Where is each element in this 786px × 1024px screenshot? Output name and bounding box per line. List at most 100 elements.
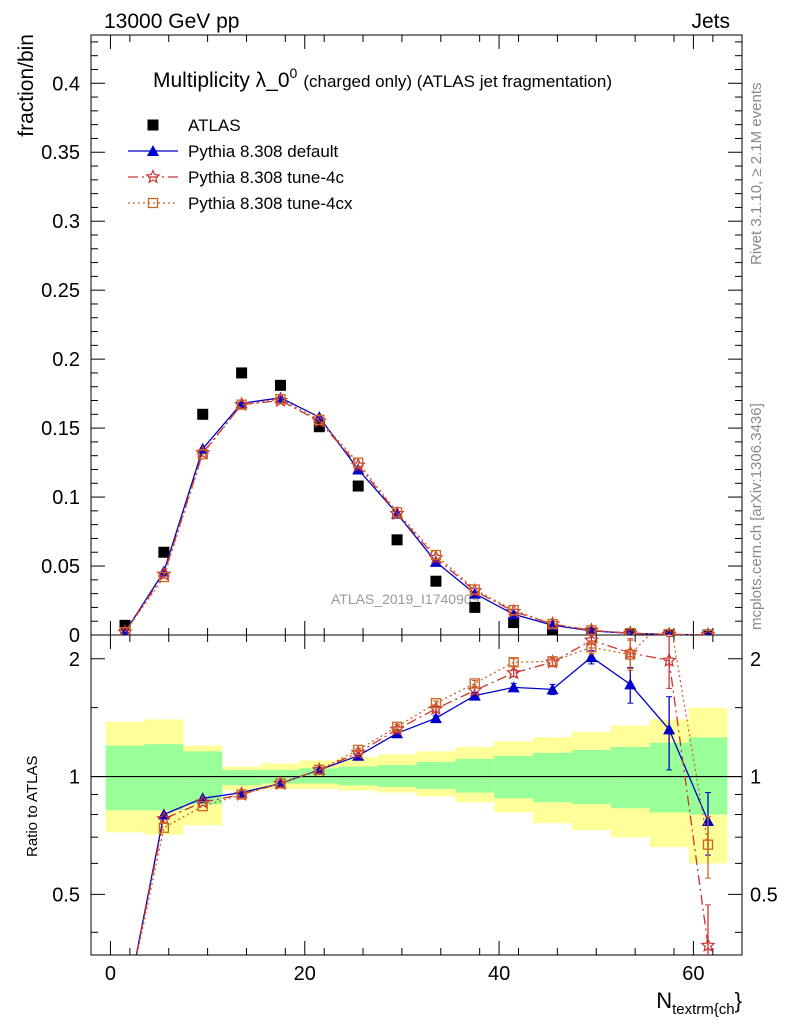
y-tick-label: 0.4 <box>52 73 80 95</box>
legend-marker <box>147 145 159 156</box>
mc-point <box>157 565 170 577</box>
data-point <box>158 546 170 558</box>
mc-point <box>702 629 714 635</box>
data-point <box>274 379 286 391</box>
ratio-point <box>586 642 597 653</box>
y-tick-label: 0.05 <box>41 556 80 578</box>
chart-title-main: Multiplicity λ_0 <box>153 69 290 92</box>
chart-title-rest: (charged only) (ATLAS jet fragmentation) <box>303 72 612 91</box>
ratio-point <box>353 744 364 756</box>
ratio-plot-frame <box>90 634 743 956</box>
ratio-tick-label-right: 0.5 <box>750 884 778 906</box>
x-tick-label: 0 <box>105 963 116 985</box>
ratio-point <box>314 764 325 776</box>
ratio-point <box>430 698 442 709</box>
data-point <box>469 601 481 613</box>
series-line-ratio <box>135 639 709 955</box>
legend-label: Pythia 8.308 tune-4cx <box>188 194 353 213</box>
mc-point <box>236 399 247 410</box>
ratio-point <box>197 801 208 812</box>
uncertainty-band-inner <box>533 752 572 803</box>
x-tick-label: 60 <box>682 963 704 985</box>
ratio-point <box>505 664 522 680</box>
legend: ATLAS Pythia 8.308 default Pythia 8.308 tu… <box>128 116 353 213</box>
ratio-y-axis-label: Ratio to ATLAS <box>24 756 41 857</box>
ratio-tick-label-right: 1 <box>750 767 761 789</box>
data-point <box>508 617 520 629</box>
ratio-point <box>585 651 598 663</box>
y-tick-label: 0.35 <box>41 142 80 164</box>
mc-point <box>625 628 636 635</box>
legend-marker <box>147 197 159 209</box>
mc-point <box>663 629 675 635</box>
mc-point <box>508 605 519 616</box>
y-axis-label: fraction/bin <box>15 34 38 137</box>
y-tick-label: 0.25 <box>41 280 80 302</box>
ratio-point <box>624 678 637 690</box>
ratio-point <box>625 649 636 660</box>
ratio-point <box>119 1006 131 1017</box>
ratio-point <box>663 723 676 735</box>
legend-label: ATLAS <box>188 116 241 135</box>
series-line-ratio <box>136 635 709 955</box>
ratio-point <box>121 1008 130 1017</box>
data-point <box>197 408 209 420</box>
ratio-point <box>429 712 442 724</box>
ratio-bands <box>91 707 742 864</box>
analysis-watermark: ATLAS_2019_I1740909 <box>331 591 480 607</box>
y-tick-label: 0.3 <box>52 211 80 233</box>
mc-point <box>275 393 286 405</box>
legend-label: Pythia 8.308 tune-4c <box>188 168 344 187</box>
ratio-tick-label-left: 1 <box>69 767 80 789</box>
ratio-point <box>158 822 170 833</box>
ratio-point <box>195 794 211 809</box>
ratio-point <box>469 678 480 689</box>
ratio-tick-label-right: 2 <box>750 649 761 671</box>
data-point <box>236 367 248 379</box>
ratio-point <box>700 937 716 953</box>
main-series <box>117 367 716 635</box>
ratio-series <box>119 635 716 1018</box>
ratio-point <box>275 778 286 789</box>
ratio-point <box>702 839 714 850</box>
mc-point <box>704 628 712 635</box>
series-line-main <box>124 397 709 635</box>
data-point <box>430 575 442 587</box>
y-tick-label: 0 <box>69 625 80 647</box>
uncertainty-band-inner <box>299 768 339 784</box>
ratio-point <box>236 789 247 800</box>
ratio-point <box>547 656 558 667</box>
mc-point <box>391 507 403 518</box>
legend-marker <box>145 168 161 184</box>
mc-point <box>353 457 364 468</box>
ratio-point <box>546 683 559 695</box>
uncertainty-band-inner <box>455 758 495 793</box>
uncertainty-band-inner <box>222 769 262 786</box>
ratio-point <box>119 1006 131 1018</box>
x-tick-label: 20 <box>294 963 316 985</box>
mc-point <box>586 625 597 635</box>
data-point <box>352 480 364 492</box>
header-right-label: Jets <box>691 10 730 33</box>
mc-point <box>119 627 131 635</box>
mc-point <box>430 549 442 561</box>
x-axis-label-tail: } <box>735 988 742 1013</box>
chart-title: Multiplicity λ_00 (charged only) (ATLAS j… <box>153 65 612 92</box>
y-tick-label: 0.15 <box>41 418 80 440</box>
mc-point <box>665 628 673 635</box>
ratio-point <box>507 681 520 693</box>
uncertainty-band-inner <box>105 745 145 811</box>
x-axis-label: Ntextrm{ch} <box>656 988 742 1018</box>
ratio-point <box>391 721 403 732</box>
header-left-label: 13000 GeV pp <box>104 10 239 33</box>
uncertainty-band-inner <box>144 744 184 811</box>
legend-label: Pythia 8.308 default <box>188 142 339 161</box>
side-rivet-label: Rivet 3.1.10, ≥ 2.1M events <box>748 83 765 266</box>
ratio-point <box>196 792 209 804</box>
y-tick-label: 0.1 <box>52 487 80 509</box>
mc-point <box>197 449 208 460</box>
ratio-point <box>661 652 677 667</box>
x-axis-label-sub: textrm{ch <box>672 1001 735 1018</box>
